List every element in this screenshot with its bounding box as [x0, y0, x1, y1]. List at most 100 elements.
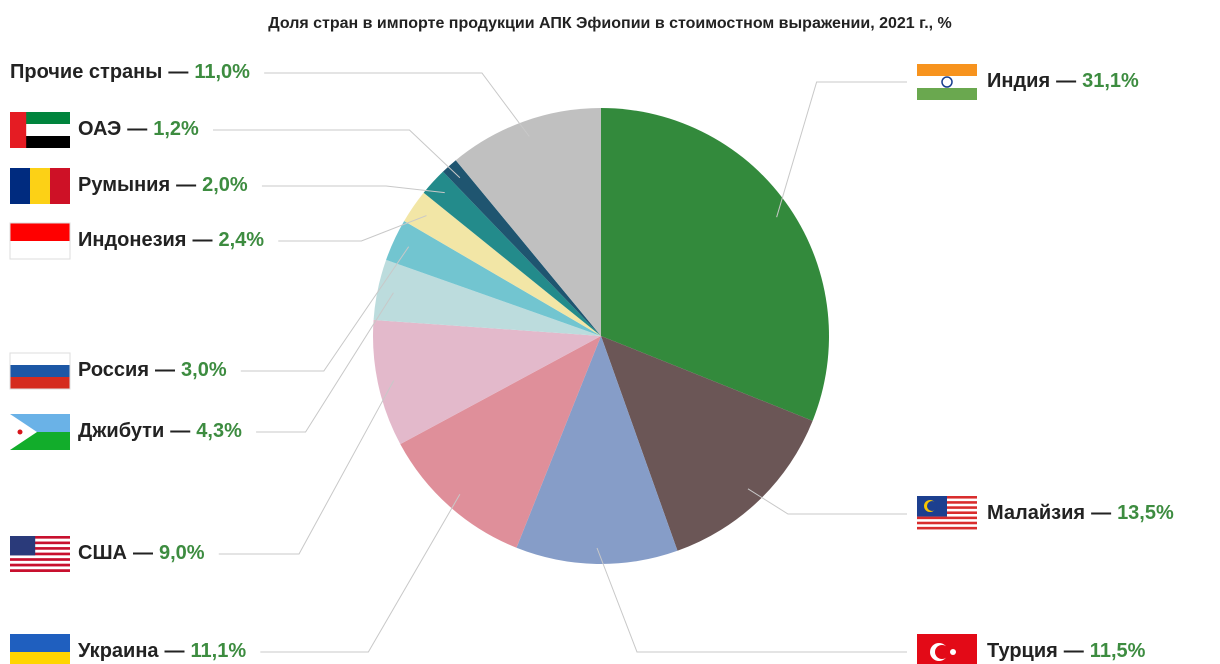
- separator: —: [127, 118, 147, 140]
- flag-part: [10, 555, 70, 559]
- category-name: Румыния: [78, 174, 170, 196]
- flags: [9, 64, 977, 664]
- flag-part: [10, 377, 70, 389]
- flag-part: [917, 516, 977, 520]
- pie-slice: [516, 336, 678, 564]
- slice-label: США — 9,0%: [78, 542, 205, 564]
- flag-part: [917, 521, 977, 525]
- flag-part: [10, 652, 70, 664]
- category-name: ОАЭ: [78, 118, 121, 140]
- slice-label: Малайзия — 13,5%: [987, 502, 1174, 524]
- flag-part: [10, 552, 70, 556]
- flag-part: [927, 501, 937, 511]
- flag-part: [10, 536, 36, 556]
- flag-part: [917, 526, 977, 530]
- leader-line: [261, 185, 445, 194]
- flag-part: [10, 353, 70, 365]
- value-label: 31,1%: [1082, 70, 1139, 92]
- pie-slice: [404, 192, 601, 336]
- chart-title: Доля стран в импорте продукции АПК Эфиоп…: [268, 15, 952, 32]
- category-name: Индонезия: [78, 229, 186, 251]
- slice-label: Индия — 31,1%: [987, 70, 1139, 92]
- value-label: 11,1%: [191, 640, 247, 662]
- value-label: 1,2%: [153, 118, 199, 140]
- value-label: 4,3%: [196, 420, 242, 442]
- flag-part: [10, 547, 70, 550]
- separator: —: [133, 542, 153, 564]
- leader-line: [256, 292, 394, 433]
- leader-line: [218, 380, 395, 555]
- slice-label: Джибути — 4,3%: [78, 420, 242, 442]
- pie-slice: [442, 160, 601, 336]
- separator: —: [1091, 502, 1111, 524]
- category-name: Малайзия: [987, 502, 1085, 524]
- category-name: США: [78, 542, 127, 564]
- value-label: 11,5%: [1090, 640, 1146, 662]
- value-label: 2,0%: [202, 174, 248, 196]
- flag-part: [9, 222, 71, 260]
- separator: —: [155, 359, 175, 381]
- flag-part: [917, 64, 977, 76]
- separator: —: [1064, 640, 1084, 662]
- flag-part: [50, 168, 70, 204]
- flag-part: [10, 566, 70, 570]
- flag-part: [10, 544, 70, 548]
- flag-part: [17, 429, 23, 435]
- category-name: Джибути: [78, 420, 164, 442]
- pie-slice: [601, 336, 813, 551]
- value-label: 9,0%: [159, 542, 205, 564]
- flag-part: [10, 558, 70, 561]
- flag-part: [9, 352, 71, 390]
- leader-line: [776, 81, 907, 218]
- pie-slice: [400, 336, 601, 548]
- separator: —: [168, 61, 188, 83]
- slice-label: Индонезия — 2,4%: [78, 229, 264, 251]
- category-name: Россия: [78, 359, 149, 381]
- flag-part: [917, 76, 977, 88]
- flag-part: [10, 538, 70, 542]
- flag-part: [10, 541, 70, 545]
- category-name: Прочие страны: [10, 61, 162, 83]
- flag-part: [10, 563, 70, 567]
- flag-part: [917, 88, 977, 100]
- flag-part: [10, 112, 27, 148]
- flag-part: [935, 645, 949, 659]
- separator: —: [176, 174, 196, 196]
- leader-line: [596, 547, 907, 653]
- slice-label: Турция — 11,5%: [987, 640, 1146, 662]
- pie-slice: [423, 171, 601, 336]
- pie-slice: [601, 108, 830, 421]
- flag-part: [10, 223, 70, 241]
- pie-slice: [386, 220, 601, 336]
- category-name: Турция: [987, 640, 1058, 662]
- flag-part: [941, 76, 953, 88]
- flag-part: [10, 569, 70, 572]
- pie-slice: [455, 107, 601, 336]
- leader-line: [278, 215, 427, 242]
- separator: —: [170, 420, 190, 442]
- flag-part: [30, 168, 50, 204]
- category-name: Индия: [987, 70, 1050, 92]
- flag-part: [10, 414, 37, 450]
- leader-line: [747, 488, 907, 515]
- leader-line: [264, 72, 530, 137]
- value-label: 3,0%: [181, 359, 227, 381]
- flag-part: [10, 241, 70, 259]
- pie-slice: [373, 319, 601, 445]
- slice-label: Россия — 3,0%: [78, 359, 227, 381]
- separator: —: [1056, 70, 1076, 92]
- value-label: 2,4%: [218, 229, 264, 251]
- slice-label: Прочие страны — 11,0%: [10, 61, 250, 83]
- slice-label: Румыния — 2,0%: [78, 174, 248, 196]
- flag-part: [10, 365, 70, 377]
- leader-line: [260, 494, 461, 653]
- leader-line: [213, 129, 461, 179]
- flag-part: [10, 168, 30, 204]
- value-label: 11,0%: [194, 61, 250, 83]
- separator: —: [165, 640, 185, 662]
- flag-part: [950, 649, 956, 655]
- flag-part: [10, 560, 70, 564]
- pie-slice: [373, 259, 601, 336]
- value-label: 13,5%: [1117, 502, 1174, 524]
